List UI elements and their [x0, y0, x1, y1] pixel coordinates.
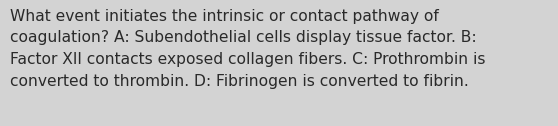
- Text: What event initiates the intrinsic or contact pathway of
coagulation? A: Subendo: What event initiates the intrinsic or co…: [10, 9, 485, 89]
